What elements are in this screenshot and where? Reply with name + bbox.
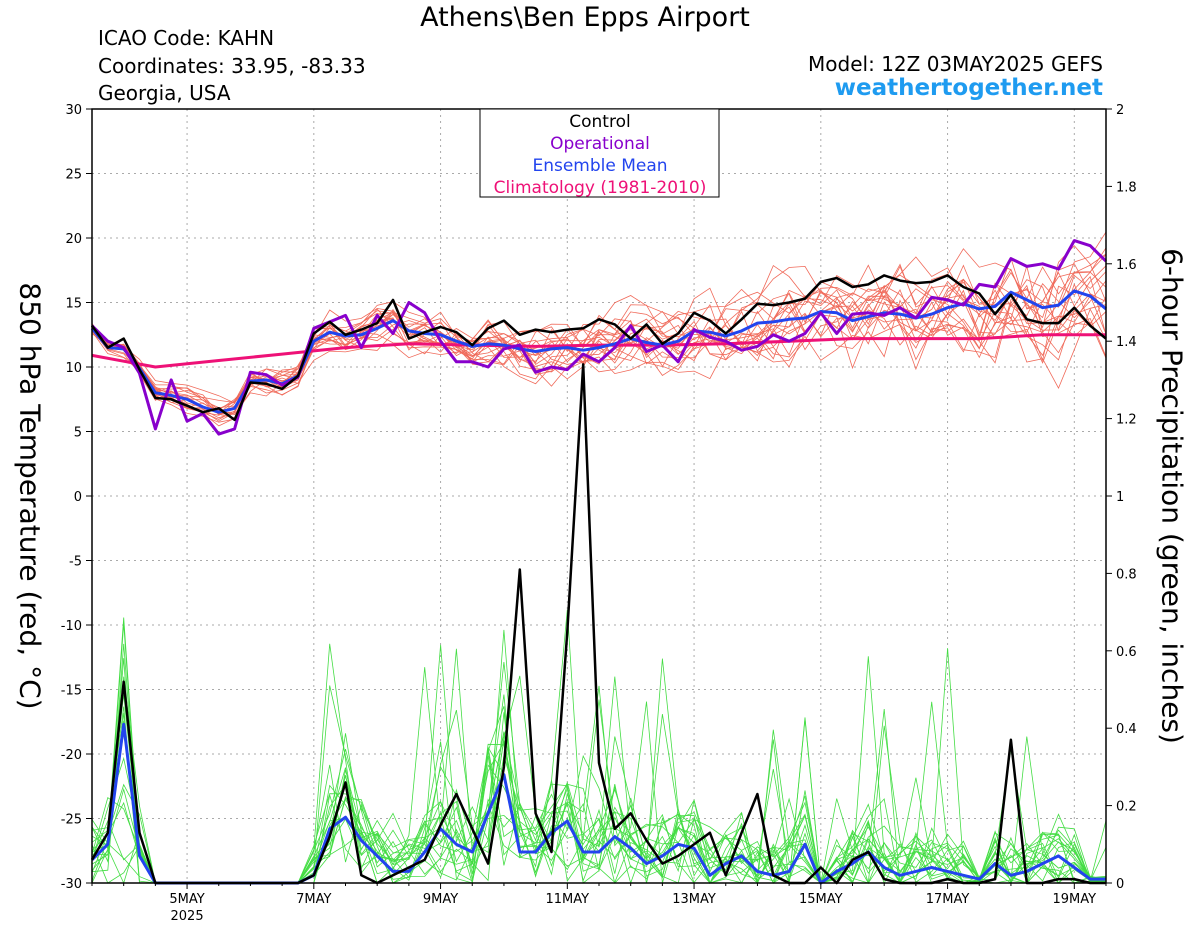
temp-member-8 [91,247,1107,409]
x-tick-1: 7MAY [296,892,331,907]
y-right-tick-7: 0.6 [1116,645,1137,660]
x-axis: 5MAY 2025 7MAY 9MAY 11MAY 13MAY 15MAY 17MAY 19MA… [91,883,1107,924]
x-tick-0: 5MAY [169,892,204,907]
legend-entry-3: Climatology (1981-2010) [494,178,707,198]
temp-mean-line [90,289,1107,414]
y-left-tick-2: 20 [65,232,82,247]
temp-member-4 [91,300,1107,414]
y-right-tick-4: 1.2 [1116,413,1137,428]
y-left-tick-6: 0 [74,490,82,505]
legend-entry-1: Operational [550,134,650,154]
temp-member-9 [91,274,1107,427]
site-link[interactable]: weathertogether.net [834,75,1103,101]
y-left-tick-8: -10 [61,619,82,634]
precip-control-line [90,363,1106,885]
precip-member-10 [91,699,1107,885]
legend-entry-0: Control [569,112,630,132]
y-right-tick-10: 0 [1116,877,1124,892]
page-title: Athens\Ben Epps Airport [420,2,750,33]
y-right-tick-8: 0.4 [1116,722,1137,737]
y-left-tick-3: 15 [65,297,82,312]
x-tick-3: 11MAY [546,892,590,907]
legend-entry-2: Ensemble Mean [532,156,667,176]
temp-operational-line [90,239,1108,436]
y-right-tick-1: 1.8 [1116,180,1137,195]
y-left-tick-0: 30 [65,103,82,118]
y-left-tick-1: 25 [65,168,82,183]
y-left-tick-4: 10 [65,361,82,376]
y-left-tick-11: -25 [61,813,82,828]
temp-member-7 [91,248,1107,415]
precip-member-11 [91,658,1107,885]
precip-member-18 [91,656,1107,885]
y-right-tick-0: 2 [1116,103,1124,118]
x-tick-6: 17MAY [926,892,970,907]
y-left-tick-12: -30 [61,877,82,892]
temp-control-line [90,274,1107,422]
model-run: Model: 12Z 03MAY2025 GEFS [808,52,1103,76]
y-right-tick-3: 1.4 [1116,335,1137,350]
y-left-tick-5: 5 [74,426,82,441]
coordinates: Coordinates: 33.95, -83.33 [98,54,366,78]
precip-member-6 [91,767,1107,885]
y-left-tick-9: -15 [61,684,82,699]
y-left-tick-10: -20 [61,748,82,763]
region: Georgia, USA [98,81,231,105]
y-right-tick-5: 1 [1116,490,1124,505]
temp-member-15 [91,302,1107,416]
grid-lines [92,109,1106,883]
y-right-tick-6: 0.8 [1116,567,1137,582]
y-left-tick-7: -5 [69,555,82,570]
x-tick-5: 15MAY [799,892,843,907]
legend-box [479,108,720,198]
y-right-tick-2: 1.6 [1116,258,1137,273]
y-right-tick-9: 0.2 [1116,800,1137,815]
x-tick-7: 19MAY [1053,892,1097,907]
x-tick-2: 9MAY [423,892,458,907]
icao-code: ICAO Code: KAHN [98,26,275,50]
temp-climatology-line [91,333,1106,369]
temp-member-6 [91,263,1107,415]
x-tick-sublabel-0: 2025 [171,909,204,924]
x-tick-4: 13MAY [672,892,716,907]
y-axis-left: 30 25 20 15 10 5 0 -5 -10 -15 -20 -25 -30 [61,103,92,892]
y-axis-right: 2 1.8 1.6 1.4 1.2 1 0.8 0.6 0.4 0.2 0 [1106,103,1137,892]
